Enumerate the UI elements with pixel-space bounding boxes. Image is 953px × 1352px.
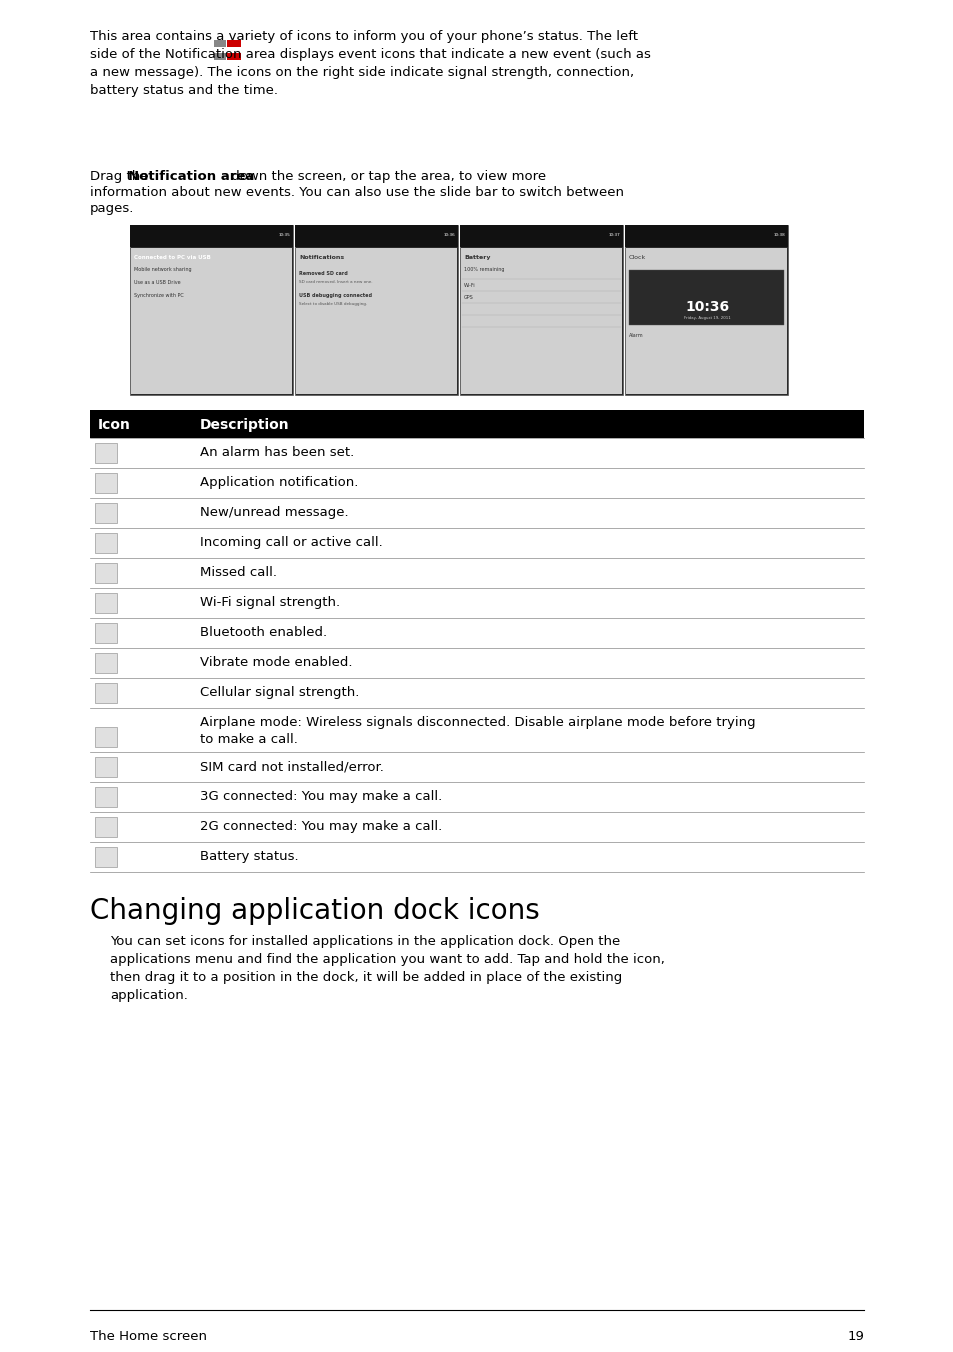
Text: Battery: Battery (463, 256, 490, 260)
Bar (95, 623, 117, 644)
Text: You can set icons for installed applications in the application dock. Open the
a: You can set icons for installed applicat… (110, 936, 664, 1002)
Text: Battery status.: Battery status. (200, 850, 298, 863)
Text: This area contains a variety of icons to inform you of your phone’s status. The : This area contains a variety of icons to… (90, 30, 650, 97)
Text: Notifications: Notifications (298, 256, 344, 260)
Bar (213, 53, 226, 59)
Text: New/unread message.: New/unread message. (200, 506, 348, 519)
Bar (95, 727, 117, 748)
Bar (294, 224, 457, 247)
Bar (213, 41, 226, 47)
Text: information about new events. You can also use the slide bar to switch between: information about new events. You can al… (90, 187, 623, 199)
Text: The Home screen: The Home screen (90, 1330, 207, 1343)
Text: 10:35: 10:35 (278, 233, 290, 237)
Text: 3G connected: You may make a call.: 3G connected: You may make a call. (200, 790, 442, 803)
Text: Clock: Clock (628, 256, 645, 260)
Text: Select to disable USB debugging.: Select to disable USB debugging. (298, 301, 367, 306)
Text: Changing application dock icons: Changing application dock icons (90, 896, 539, 925)
Text: USB debugging connected: USB debugging connected (298, 293, 372, 297)
Text: Use as a USB Drive: Use as a USB Drive (133, 280, 180, 285)
Bar (95, 562, 117, 583)
Bar (90, 410, 863, 438)
Text: Cellular signal strength.: Cellular signal strength. (200, 685, 359, 699)
Bar (624, 224, 787, 395)
Text: Friday, August 19, 2011: Friday, August 19, 2011 (683, 316, 730, 320)
Bar (130, 224, 293, 247)
Text: Mobile network sharing: Mobile network sharing (133, 266, 192, 272)
Bar (95, 757, 117, 777)
Bar (227, 41, 241, 47)
Text: Drag the: Drag the (90, 170, 152, 183)
Text: Incoming call or active call.: Incoming call or active call. (200, 535, 382, 549)
Bar (459, 224, 622, 395)
Bar (294, 224, 457, 395)
Text: 10:38: 10:38 (773, 233, 784, 237)
Bar (95, 817, 117, 837)
Bar (227, 53, 241, 59)
Text: 2G connected: You may make a call.: 2G connected: You may make a call. (200, 821, 442, 833)
Text: Airplane mode: Wireless signals disconnected. Disable airplane mode before tryin: Airplane mode: Wireless signals disconne… (200, 717, 755, 746)
Text: Missed call.: Missed call. (200, 566, 276, 579)
Bar (624, 224, 787, 247)
Text: Application notification.: Application notification. (200, 476, 358, 489)
Bar (95, 443, 117, 462)
Text: Removed SD card: Removed SD card (298, 270, 348, 276)
Text: Wi-Fi signal strength.: Wi-Fi signal strength. (200, 596, 340, 608)
Text: Notification area: Notification area (128, 170, 254, 183)
Bar (95, 653, 117, 673)
Text: 10:37: 10:37 (608, 233, 619, 237)
Bar (131, 247, 292, 393)
Text: pages.: pages. (90, 201, 134, 215)
Bar (95, 503, 117, 523)
Bar (95, 787, 117, 807)
Text: 10:36: 10:36 (443, 233, 455, 237)
Text: Vibrate mode enabled.: Vibrate mode enabled. (200, 656, 352, 669)
Bar (628, 270, 783, 324)
Text: An alarm has been set.: An alarm has been set. (200, 446, 354, 458)
Text: Icon: Icon (98, 418, 131, 433)
Bar (295, 247, 456, 393)
Bar (625, 247, 786, 393)
Bar (459, 224, 622, 247)
Bar (460, 247, 621, 393)
Text: 10:36: 10:36 (684, 300, 729, 314)
Text: SD card removed. Insert a new one.: SD card removed. Insert a new one. (298, 280, 372, 284)
Bar (130, 224, 293, 395)
Bar (95, 594, 117, 612)
Text: 100% remaining: 100% remaining (463, 266, 504, 272)
Text: Alarm: Alarm (628, 333, 643, 338)
Text: SIM card not installed/error.: SIM card not installed/error. (200, 760, 383, 773)
Bar (95, 846, 117, 867)
Text: GPS: GPS (463, 295, 474, 300)
Text: 19: 19 (846, 1330, 863, 1343)
Text: Bluetooth enabled.: Bluetooth enabled. (200, 626, 327, 639)
Text: Connected to PC via USB: Connected to PC via USB (133, 256, 211, 260)
Bar (95, 533, 117, 553)
Bar (95, 683, 117, 703)
Text: Wi-Fi: Wi-Fi (463, 283, 476, 288)
Bar (95, 473, 117, 493)
Text: Synchronize with PC: Synchronize with PC (133, 293, 184, 297)
Text: Description: Description (200, 418, 290, 433)
Text: down the screen, or tap the area, to view more: down the screen, or tap the area, to vie… (227, 170, 545, 183)
